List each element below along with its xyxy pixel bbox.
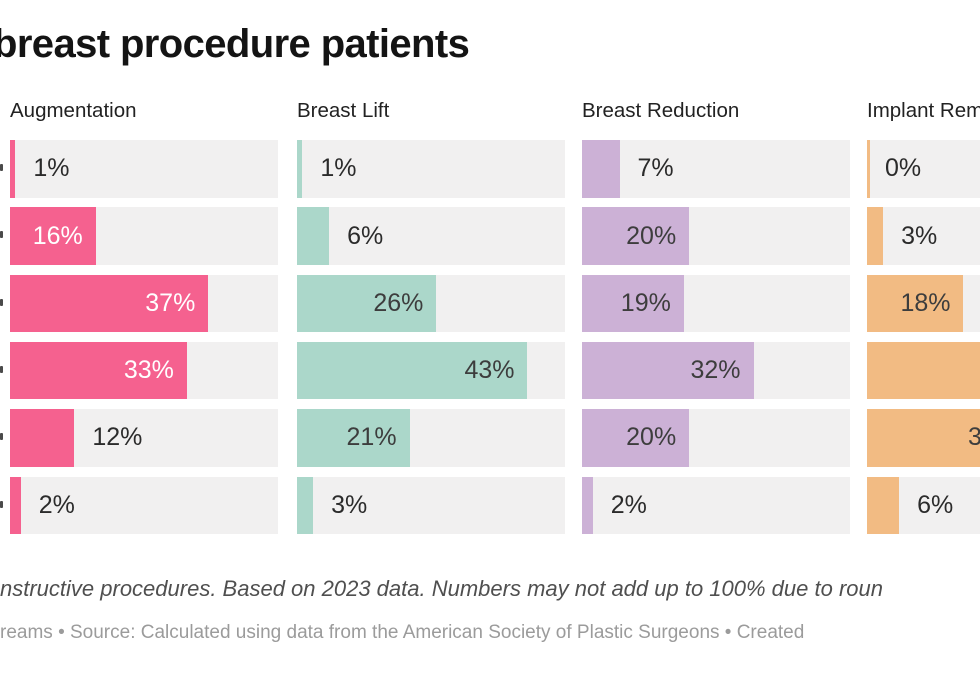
bar-implant-removal-row-3 bbox=[867, 274, 964, 333]
bar-track: 37% bbox=[10, 274, 278, 333]
bar-breast-reduction-row-6 bbox=[582, 476, 593, 534]
bar-value-label: 43% bbox=[464, 356, 515, 385]
bar-value-label: 3% bbox=[331, 490, 368, 519]
bar-value-label: 2% bbox=[610, 490, 647, 519]
bar-breast-lift-row-4 bbox=[297, 341, 528, 400]
bar-augmentation-row-4 bbox=[10, 341, 187, 400]
bar-augmentation-row-2 bbox=[10, 207, 96, 265]
bar-breast-reduction-row-5 bbox=[582, 409, 690, 467]
bar-track: 3 bbox=[867, 409, 980, 467]
row-label-fragment bbox=[0, 298, 3, 306]
bar-track: 6% bbox=[867, 476, 980, 534]
bar-track: 3% bbox=[867, 207, 980, 265]
bar-track: 19% bbox=[582, 274, 850, 333]
bar-track: 18% bbox=[867, 274, 980, 333]
bar-augmentation-row-5 bbox=[10, 409, 75, 467]
bar-value-label: 16% bbox=[32, 221, 83, 250]
bar-value-label: 21% bbox=[346, 423, 397, 452]
bar-track bbox=[867, 341, 980, 400]
bar-value-label: 20% bbox=[626, 221, 677, 250]
bar-breast-reduction-row-1 bbox=[582, 140, 620, 198]
bar-value-label: 0% bbox=[885, 154, 922, 183]
column-header-implant-removal: Implant Removal bbox=[867, 99, 980, 122]
bar-value-label: 12% bbox=[92, 423, 143, 452]
bar-value-label: 6% bbox=[347, 221, 384, 250]
row-label-fragment bbox=[0, 500, 3, 508]
bar-implant-removal-row-2 bbox=[867, 207, 884, 265]
bar-value-label: 26% bbox=[373, 288, 424, 317]
footnote: nstructive procedures. Based on 2023 dat… bbox=[0, 576, 883, 601]
bar-track: 2% bbox=[582, 476, 850, 534]
bar-breast-lift-row-6 bbox=[297, 476, 314, 534]
column-header-breast-lift: Breast Lift bbox=[297, 99, 390, 122]
bar-track: 21% bbox=[297, 409, 565, 467]
bar-track: 3% bbox=[297, 476, 565, 534]
bar-breast-lift-row-5 bbox=[297, 409, 410, 467]
bar-value-label: 2% bbox=[38, 490, 75, 519]
bar-breast-reduction-row-3 bbox=[582, 274, 684, 333]
bar-augmentation-row-6 bbox=[10, 476, 21, 534]
row-label-fragment bbox=[0, 164, 3, 171]
bar-value-label: 3% bbox=[901, 221, 938, 250]
bar-track: 12% bbox=[10, 409, 278, 467]
bar-implant-removal-row-5 bbox=[867, 409, 980, 467]
bar-breast-reduction-row-4 bbox=[582, 341, 754, 400]
bar-value-label: 32% bbox=[690, 356, 741, 385]
row-label-fragment bbox=[0, 433, 3, 441]
bar-implant-removal-row-4 bbox=[867, 341, 980, 400]
bar-value-label: 1% bbox=[320, 154, 357, 183]
bar-track: 26% bbox=[297, 274, 565, 333]
bar-value-label: 18% bbox=[900, 288, 951, 317]
bar-value-label: 19% bbox=[620, 288, 671, 317]
bar-implant-removal-row-1 bbox=[867, 140, 870, 198]
column-header-breast-reduction: Breast Reduction bbox=[582, 99, 740, 122]
page-title: breast procedure patients bbox=[0, 22, 470, 66]
bar-value-label: 20% bbox=[626, 423, 677, 452]
bar-track: 6% bbox=[297, 207, 565, 265]
bar-track: 16% bbox=[10, 207, 278, 265]
column-header-augmentation: Augmentation bbox=[10, 99, 137, 122]
bar-breast-reduction-row-2 bbox=[582, 207, 690, 265]
row-label-fragment bbox=[0, 231, 3, 239]
bar-value-label: 33% bbox=[123, 356, 174, 385]
bar-value-label: 1% bbox=[33, 154, 70, 183]
bar-track: 1% bbox=[10, 140, 278, 198]
row-label-fragment bbox=[0, 365, 3, 373]
bar-track: 20% bbox=[582, 207, 850, 265]
bar-track: 7% bbox=[582, 140, 850, 198]
bar-track: 2% bbox=[10, 476, 278, 534]
bar-breast-lift-row-1 bbox=[297, 140, 303, 198]
bar-track: 43% bbox=[297, 341, 565, 400]
bar-value-label: 37% bbox=[145, 288, 196, 317]
bar-track: 20% bbox=[582, 409, 850, 467]
bar-track: 33% bbox=[10, 341, 278, 400]
bar-value-label: 3 bbox=[968, 423, 980, 452]
bar-breast-lift-row-3 bbox=[297, 274, 437, 333]
bar-track: 1% bbox=[297, 140, 565, 198]
bar-value-label: 6% bbox=[917, 490, 954, 519]
bar-augmentation-row-3 bbox=[10, 274, 209, 333]
bar-augmentation-row-1 bbox=[10, 140, 16, 198]
source-attribution: reams • Source: Calculated using data fr… bbox=[0, 622, 805, 643]
bar-value-label: 7% bbox=[637, 154, 674, 183]
bar-implant-removal-row-6 bbox=[867, 476, 900, 534]
bar-breast-lift-row-2 bbox=[297, 207, 330, 265]
bar-track: 32% bbox=[582, 341, 850, 400]
bar-track: 0% bbox=[867, 140, 980, 198]
